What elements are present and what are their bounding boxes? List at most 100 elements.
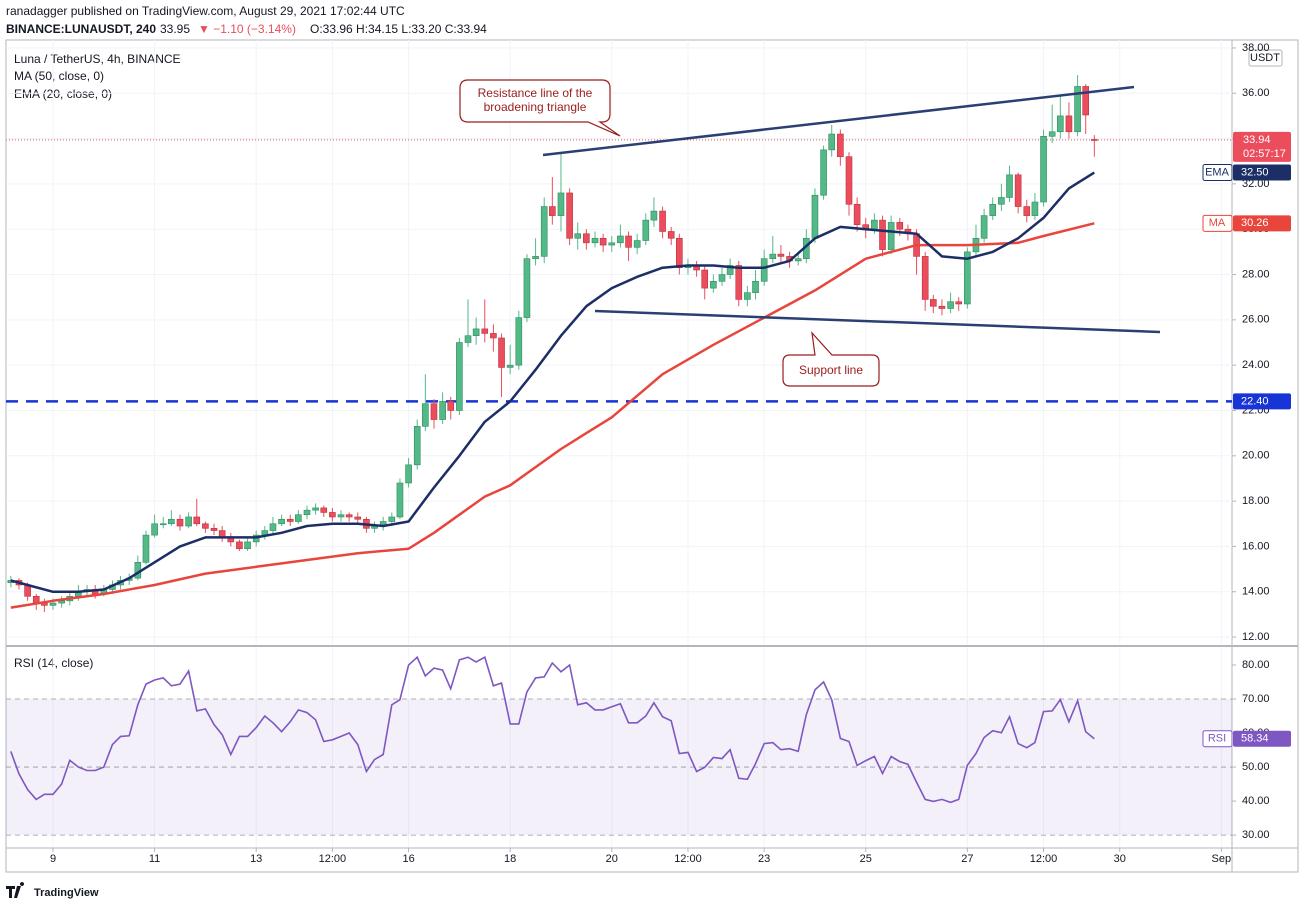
candle-body — [625, 235, 632, 248]
logo: TradingView — [6, 882, 99, 899]
candle-body — [744, 292, 751, 300]
candle-body — [515, 317, 523, 366]
candle-body — [599, 237, 607, 246]
candle-body — [921, 256, 929, 300]
logo-text: TradingView — [34, 887, 99, 899]
y-tick-label: 14.00 — [1242, 586, 1270, 598]
candle-body — [1074, 86, 1081, 133]
chart-title: Luna / TetherUS, 4h, BINANCE — [14, 52, 181, 66]
x-tick-label: 11 — [149, 853, 160, 865]
candle-body — [337, 514, 345, 518]
candle-body — [998, 197, 1005, 205]
rsi-tag-name-box — [1202, 730, 1233, 748]
y-tick-label: 80.00 — [1242, 659, 1270, 671]
ma-tag-box — [1233, 164, 1291, 181]
candle-body — [506, 364, 514, 368]
price-tag: 33.94 — [1243, 134, 1271, 146]
candle-body — [269, 523, 277, 531]
candle-body — [1065, 115, 1073, 133]
candle-body — [879, 219, 886, 250]
legend-ma: MA (50, close, 0) — [14, 69, 104, 83]
x-tick-label: 12:00 — [319, 853, 347, 865]
candle-body — [701, 269, 709, 289]
candle-body — [540, 206, 548, 257]
candle-body — [142, 534, 150, 563]
x-tick-label: Sep — [1212, 853, 1232, 865]
candle-body — [659, 210, 666, 232]
candle-body — [777, 253, 785, 257]
price-tag-box — [1233, 131, 1291, 162]
logo-mark — [6, 882, 25, 898]
candle-body — [1006, 174, 1013, 198]
candle-body — [549, 206, 556, 216]
candle-body — [176, 518, 184, 527]
candle-body — [845, 156, 853, 205]
resistance-trendline — [542, 85, 1135, 157]
candle-body — [980, 215, 988, 239]
rsi-title: RSI (14, close) — [14, 656, 93, 670]
y-tick-label: 32.00 — [1242, 178, 1270, 190]
candle-body — [523, 258, 531, 318]
y-tick-label: 12.00 — [1242, 631, 1270, 643]
candle-body — [244, 541, 251, 549]
candle-body — [608, 242, 616, 246]
candle-body — [642, 219, 650, 241]
candle-body — [464, 335, 472, 343]
ma-tag-name: EMA — [1205, 166, 1230, 178]
ohlc: O:33.96 H:34.15 L:33.20 C:33.94 — [310, 22, 487, 36]
candle-body — [439, 401, 446, 420]
legend-ema: EMA (20, close, 0) — [14, 87, 112, 101]
callout-box — [459, 79, 621, 137]
candle-body — [396, 482, 404, 518]
candle-body — [320, 507, 328, 513]
candle-body — [388, 516, 396, 522]
y-tick-label: 40.00 — [1242, 795, 1270, 807]
candle-body — [557, 192, 565, 216]
ma-tag-name-box — [1202, 164, 1233, 182]
candle-body — [794, 258, 802, 262]
candle-body — [828, 133, 836, 151]
candle-body — [278, 518, 285, 525]
countdown: 02:57:17 — [1243, 148, 1286, 160]
y-tick-label: 26.00 — [1242, 314, 1270, 326]
candle-body — [989, 203, 997, 216]
candle-body — [820, 149, 827, 196]
candle-body — [210, 528, 218, 531]
candle-body — [345, 514, 353, 518]
candle-body — [710, 281, 717, 289]
candle-body — [447, 401, 455, 411]
plot: 9 11 13 12:00 16 18 20 12:00 23 25 27 12:00 30 Sep 12.… — [6, 40, 1291, 865]
candle-body — [329, 512, 336, 518]
callout-text: Resistance line of the — [478, 86, 593, 100]
candle-body — [667, 231, 675, 239]
candle-body — [896, 222, 904, 230]
x-tick-label: 12:00 — [1030, 853, 1058, 865]
candle-body — [422, 403, 429, 427]
x-tick-label: 12:00 — [674, 853, 702, 865]
x-tick-label: 27 — [961, 853, 973, 865]
x-tick-label: 16 — [402, 853, 414, 865]
candle-body — [303, 509, 311, 516]
candle-body — [236, 541, 243, 549]
candle-body — [947, 301, 954, 309]
candle-body — [49, 602, 57, 606]
candle-body — [193, 516, 201, 525]
change: ▼ −1.10 (−3.14%) — [198, 22, 296, 36]
ma-tag: 32.50 — [1241, 166, 1269, 178]
x-tick-label: 20 — [606, 853, 618, 865]
candle-body — [591, 237, 599, 244]
candle-body — [159, 523, 167, 526]
last-price: 33.95 — [160, 22, 190, 36]
candle-body — [498, 337, 505, 368]
candle-body — [295, 514, 302, 522]
candle-body — [718, 274, 726, 282]
callout-text: broadening triangle — [484, 100, 587, 114]
candle-body — [583, 233, 590, 244]
rsi-tag: 58.34 — [1241, 733, 1269, 745]
candle-body — [1057, 115, 1064, 133]
candle-body — [286, 518, 294, 522]
y-tick-label: 50.00 — [1242, 761, 1270, 773]
x-tick-label: 25 — [860, 853, 872, 865]
y-tick-label: 38.00 — [1242, 42, 1270, 54]
candle-body — [955, 301, 963, 305]
